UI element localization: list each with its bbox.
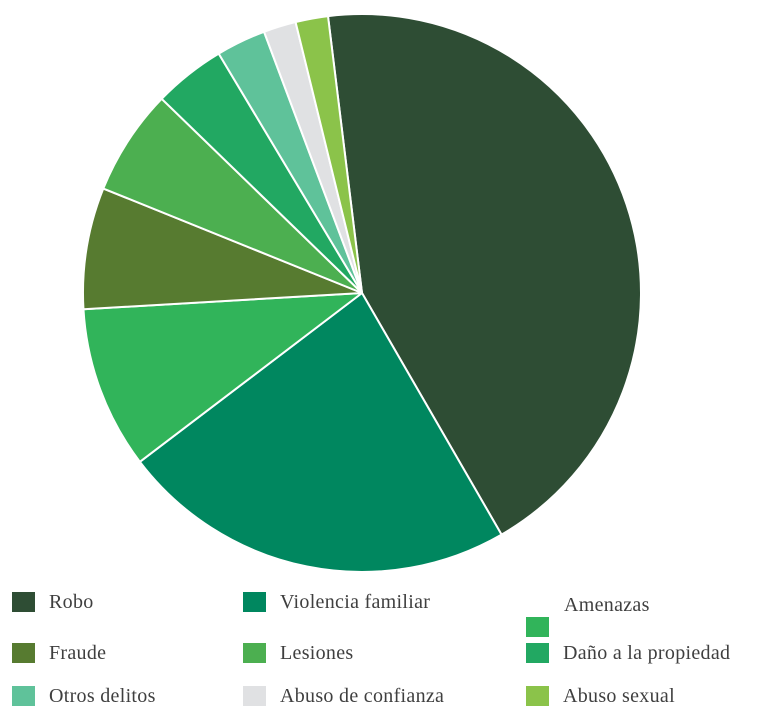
legend-label: Robo	[49, 590, 94, 613]
legend-item-otros-delitos: Otros delitos	[12, 684, 156, 708]
legend-item-abuso-de-confianza: Abuso de confianza	[243, 684, 444, 708]
legend-item-amenazas: Amenazas	[526, 593, 650, 637]
legend-item-lesiones: Lesiones	[243, 641, 354, 665]
legend-label: Amenazas	[564, 593, 650, 616]
pie-slice-abuso-sexual	[294, 15, 363, 294]
pie-slice-fraude	[82, 187, 363, 311]
legend-swatch	[12, 592, 35, 612]
pie-slice-amenazas	[82, 292, 363, 463]
pie-slice-robo	[327, 13, 642, 536]
pie-slice-violencia-familiar	[138, 292, 503, 573]
legend-swatch	[526, 617, 549, 637]
legend-label: Otros delitos	[49, 684, 156, 707]
legend-item-fraude: Fraude	[12, 641, 106, 665]
legend-swatch	[243, 643, 266, 663]
legend-swatch	[526, 686, 549, 706]
pie-slices	[82, 13, 642, 573]
legend-label: Daño a la propiedad	[563, 641, 731, 664]
legend-label: Abuso sexual	[563, 684, 675, 707]
legend-swatch	[526, 643, 549, 663]
legend: Robo Violencia familiar Amenazas Fraude …	[0, 588, 773, 708]
legend-item-abuso-sexual: Abuso sexual	[526, 684, 675, 708]
legend-label: Violencia familiar	[280, 590, 431, 613]
legend-label: Fraude	[49, 641, 107, 664]
legend-item-violencia-familiar: Violencia familiar	[243, 590, 430, 614]
legend-item-robo: Robo	[12, 590, 94, 614]
legend-swatch	[243, 592, 266, 612]
legend-swatch	[12, 686, 35, 706]
legend-item-dano-a-la-propiedad: Daño a la propiedad	[526, 641, 730, 665]
legend-label: Abuso de confianza	[280, 684, 445, 707]
legend-label: Lesiones	[280, 641, 354, 664]
legend-swatch	[12, 643, 35, 663]
legend-swatch	[243, 686, 266, 706]
